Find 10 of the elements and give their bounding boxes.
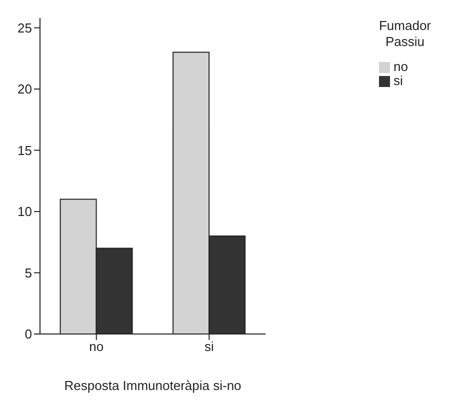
y-tick-label: 20 — [18, 82, 32, 97]
y-tick-label: 25 — [18, 20, 32, 36]
legend-title: Fumador Passiu — [378, 18, 432, 50]
y-tick-label: 5 — [24, 265, 32, 280]
legend-label: no — [394, 59, 408, 74]
y-tick-label: 10 — [18, 204, 32, 220]
legend-label: si — [394, 73, 403, 88]
y-tick-label: 0 — [24, 326, 32, 342]
y-tick-label: 15 — [18, 142, 32, 158]
x-axis-title: Resposta Immunoteràpia si-no — [64, 378, 242, 393]
